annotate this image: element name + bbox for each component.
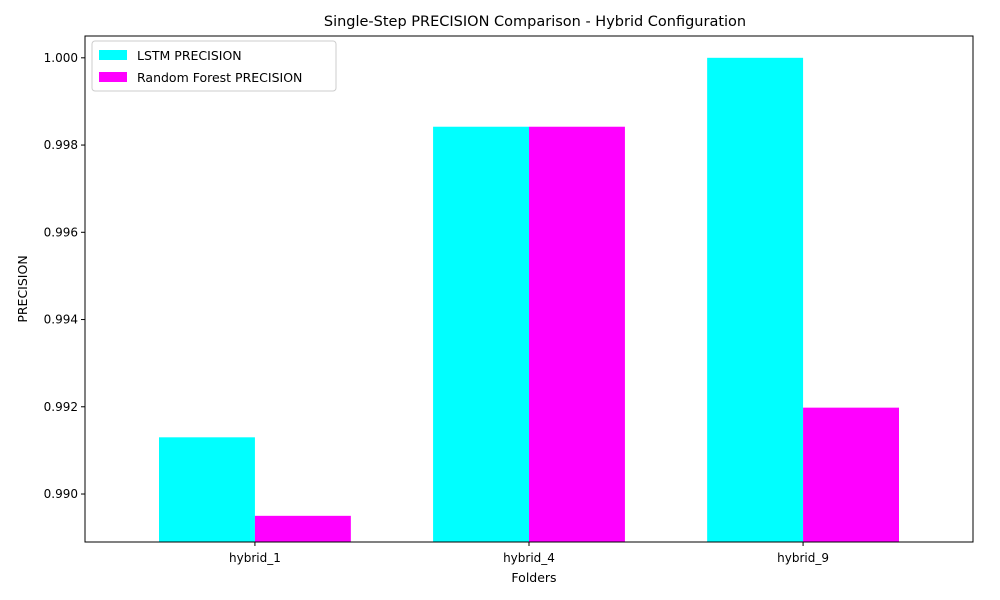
y-tick-label: 0.996 — [44, 225, 78, 239]
legend-swatch — [99, 72, 127, 82]
y-tick-label: 0.990 — [44, 487, 78, 501]
chart-title: Single-Step PRECISION Comparison - Hybri… — [324, 14, 746, 30]
y-axis-ticks: 0.990 0.992 0.994 0.996 0.998 1.000 — [44, 51, 85, 501]
legend-label: LSTM PRECISION — [137, 48, 242, 63]
legend-box — [91, 40, 337, 92]
y-axis-label: PRECISION — [15, 255, 30, 322]
y-tick-label: 0.998 — [44, 138, 78, 152]
y-tick-label: 0.992 — [44, 400, 78, 414]
bar-random-forest-hybrid_4 — [529, 126, 625, 543]
x-tick-label: hybrid_1 — [229, 551, 281, 565]
x-axis-label: Folders — [511, 570, 556, 585]
bar-random-forest-hybrid_1 — [254, 515, 351, 542]
bar-lstm-hybrid_4 — [433, 126, 529, 543]
bar-lstm-hybrid_1 — [159, 437, 255, 542]
bar-random-forest-hybrid_9 — [803, 407, 899, 542]
bar-lstm-hybrid_9 — [707, 57, 804, 543]
y-tick-label: 0.994 — [44, 313, 78, 327]
legend-swatch — [99, 50, 127, 60]
x-tick-label: hybrid_9 — [777, 551, 829, 565]
legend-label: Random Forest PRECISION — [137, 70, 302, 85]
x-axis-ticks: hybrid_1 hybrid_4 hybrid_9 — [229, 542, 829, 565]
bars-group — [159, 57, 899, 543]
y-tick-label: 1.000 — [44, 51, 78, 65]
legend: LSTM PRECISION Random Forest PRECISION — [91, 40, 337, 92]
x-tick-label: hybrid_4 — [503, 551, 555, 565]
